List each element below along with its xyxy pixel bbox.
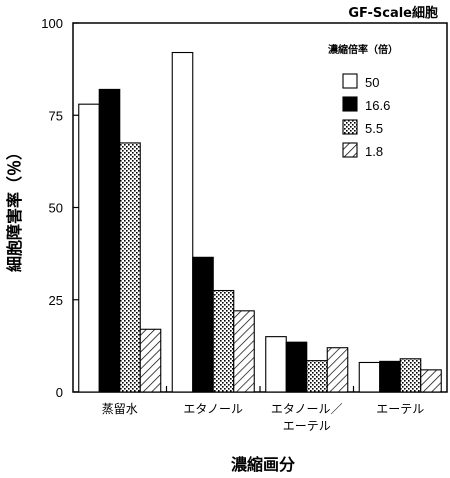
legend-label: 1.8 [365, 144, 383, 159]
bar-5.5-0 [119, 142, 141, 393]
legend-label: 50 [365, 75, 379, 90]
legend-title: 濃縮倍率（倍） [328, 43, 398, 56]
x-category-label: エタノール [183, 402, 243, 416]
bar-1.8-2 [326, 347, 349, 393]
x-category-label: エーテル [376, 402, 424, 416]
y-tick-label: 75 [49, 108, 63, 123]
y-tick-label: 50 [49, 201, 63, 216]
y-tick-label: 25 [49, 293, 63, 308]
bar-5.5-1 [212, 289, 235, 393]
bar-1.8-0 [139, 328, 162, 393]
legend-label: 5.5 [365, 121, 383, 136]
bar-16.6-2 [285, 341, 308, 393]
x-category-label: エタノール／ [271, 402, 343, 416]
x-axis-title: 濃縮画分 [231, 455, 295, 474]
y-tick-label: 0 [56, 385, 63, 400]
bar-50-3 [358, 361, 381, 393]
bar-5.5-3 [399, 358, 422, 393]
bars [78, 51, 442, 393]
legend: 濃縮倍率（倍） 50 16.6 5.5 1.8 [328, 43, 398, 159]
bar-1.8-1 [233, 310, 255, 393]
bar-16.6-1 [192, 256, 214, 393]
x-category-label: エーテル [283, 419, 331, 433]
legend-swatch-50 [342, 73, 358, 89]
bar-5.5-2 [306, 360, 328, 393]
legend-label: 16.6 [365, 98, 390, 113]
y-axis-title: 細胞障害率（％） [5, 144, 24, 272]
bar-50-0 [78, 103, 100, 393]
legend-swatch-16.6 [342, 96, 358, 112]
legend-swatch-1.8 [342, 142, 358, 158]
bar-16.6-0 [98, 88, 121, 393]
x-category-label: 蒸留水 [102, 402, 138, 416]
y-tick-label: 100 [41, 16, 63, 31]
chart-title: GF-Scale細胞 [348, 5, 438, 21]
bar-50-1 [171, 51, 194, 393]
bar-1.8-3 [420, 369, 442, 393]
bar-16.6-3 [379, 360, 401, 393]
bar-50-2 [265, 336, 287, 393]
legend-swatch-5.5 [342, 119, 358, 135]
